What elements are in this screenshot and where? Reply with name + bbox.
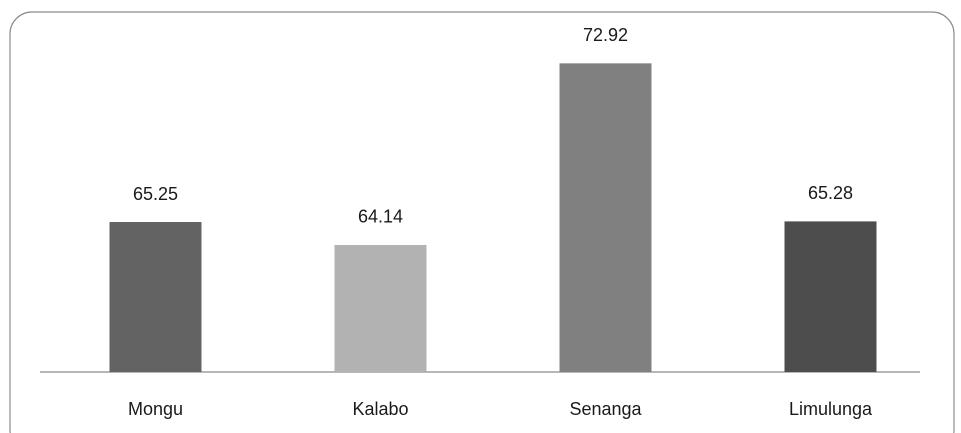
x-tick-label: Limulunga	[789, 399, 873, 419]
value-label: 65.28	[808, 183, 853, 203]
x-tick-label: Senanga	[569, 399, 642, 419]
value-label: 65.25	[133, 184, 178, 204]
bar	[559, 63, 652, 372]
value-label: 72.92	[583, 25, 628, 45]
bar	[784, 221, 877, 372]
bar	[334, 244, 427, 372]
value-label: 64.14	[358, 207, 403, 227]
bar	[109, 222, 202, 372]
x-tick-label: Mongu	[128, 399, 183, 419]
x-tick-label: Kalabo	[352, 399, 408, 419]
chart-frame	[9, 11, 955, 433]
